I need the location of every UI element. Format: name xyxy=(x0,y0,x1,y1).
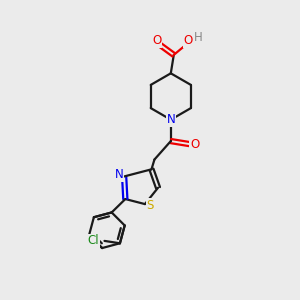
Text: O: O xyxy=(190,138,199,151)
Text: H: H xyxy=(194,31,203,44)
Text: S: S xyxy=(147,199,154,212)
Text: N: N xyxy=(114,169,123,182)
Text: O: O xyxy=(183,34,192,47)
Text: O: O xyxy=(152,34,162,47)
Text: N: N xyxy=(167,113,175,126)
Text: Cl: Cl xyxy=(88,234,99,248)
